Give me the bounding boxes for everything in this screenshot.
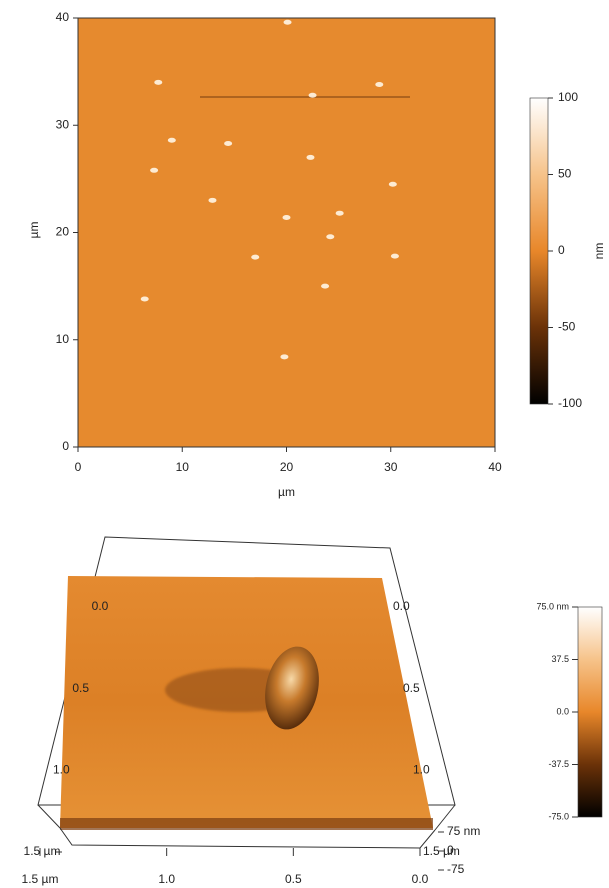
y-tick-label-right: 0.5 [403, 681, 420, 695]
colorbar-tick-label: 100 [558, 90, 578, 104]
x-tick-label: 0 [75, 460, 82, 474]
colorbar-tick-label: 37.5 [551, 654, 569, 664]
spot [309, 93, 317, 98]
spot [336, 211, 344, 216]
y-tick-label: 40 [56, 10, 70, 24]
y-tick-label-right: 1.0 [413, 763, 430, 777]
y-tick-label-right: 0.0 [393, 599, 410, 613]
y-tick-label: 20 [56, 225, 70, 239]
spot [154, 80, 162, 85]
colorbar-tick-label: -37.5 [548, 759, 569, 769]
spot [224, 141, 232, 146]
surface-edge [60, 818, 433, 830]
spot [389, 182, 397, 187]
spot [375, 82, 383, 87]
spot [251, 255, 259, 260]
z-tick-label: -75 [447, 862, 465, 876]
y-tick-label-left: 0.5 [72, 681, 89, 695]
figure: 0 10 20 30 40 0 10 20 30 40 µm µm 100 50 0 -50 -100 nm 1.5… [0, 0, 609, 888]
spot [280, 354, 288, 359]
x-tick-label: 0.5 [285, 872, 302, 886]
z-tick-label: 75 nm [447, 824, 480, 838]
spot [150, 168, 158, 173]
z-tick-label: 0 [447, 843, 454, 857]
spot [284, 20, 292, 25]
spot [168, 138, 176, 143]
colorbar-label: nm [592, 243, 606, 260]
colorbar [578, 607, 602, 817]
y-tick-label-left: 0.0 [92, 599, 109, 613]
x-tick-label: 40 [488, 460, 502, 474]
y-tick-label-left: 1.5 µm [24, 844, 61, 858]
box-base [60, 828, 435, 848]
colorbar-tick-label: -75.0 [548, 811, 569, 821]
spot [283, 215, 291, 220]
colorbar-tick-label: -100 [558, 396, 582, 410]
colorbar-tick-label: 75.0 nm [536, 601, 569, 611]
x-axis-label: µm [278, 485, 295, 499]
x-tick-label: 30 [384, 460, 398, 474]
colorbar-tick-label: 50 [558, 167, 572, 181]
spot [208, 198, 216, 203]
colorbar-tick-label: 0.0 [556, 706, 569, 716]
box-edge [38, 805, 60, 828]
colorbar [530, 98, 548, 404]
colorbar-tick-label: 0 [558, 243, 565, 257]
y-tick-label: 0 [62, 439, 69, 453]
x-tick-label: 0.0 [412, 872, 429, 886]
y-tick-label: 10 [56, 332, 70, 346]
x-tick-label: 10 [176, 460, 190, 474]
y-tick-label: 30 [56, 117, 70, 131]
y-tick-label-left: 1.0 [53, 763, 70, 777]
y-axis-label: µm [27, 222, 41, 239]
x-tick-label: 1.0 [158, 872, 175, 886]
x-tick-label: 20 [280, 460, 294, 474]
x-tick-label: 1.5 µm [22, 872, 59, 886]
spot [326, 234, 334, 239]
spot [306, 155, 314, 160]
height-map [78, 18, 495, 447]
spot [321, 284, 329, 289]
colorbar-tick-label: -50 [558, 320, 576, 334]
spot [141, 296, 149, 301]
spot [391, 254, 399, 259]
